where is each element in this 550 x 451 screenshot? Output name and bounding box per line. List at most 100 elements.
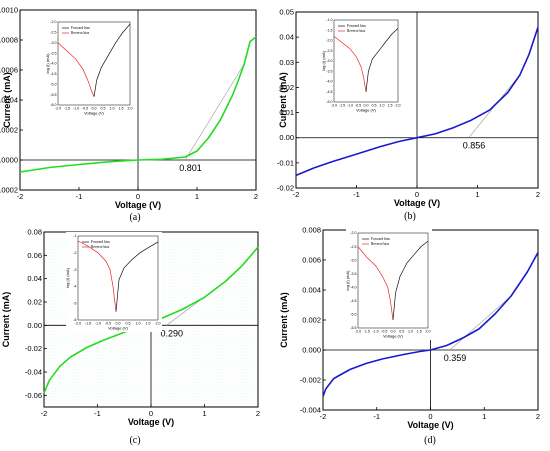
inset-reverse-bias-curve (357, 246, 394, 320)
x-tick-label: 0 (428, 412, 432, 421)
x-axis-label: Voltage (V) (394, 198, 440, 208)
chart-panel-d: -0.004-0.0020.0000.0020.0040.0060.008-2-… (279, 226, 540, 447)
inset-forward-bias-curve (93, 23, 131, 97)
x-tick-label: -2 (293, 190, 300, 199)
inset-reverse-bias-curve (57, 42, 95, 97)
inset-y-tick-label: -4.5 (350, 299, 356, 303)
inset-y-tick-label: -1.5 (326, 28, 332, 32)
threshold-tangent-line (185, 63, 245, 161)
inset-y-tick-label: -2.5 (50, 31, 56, 35)
iv-curve (322, 252, 539, 397)
x-tick-label: 2 (536, 190, 540, 199)
inset-x-tick-label: 0.5 (101, 107, 106, 111)
inset-y-tick-label: -3.5 (350, 272, 356, 276)
y-tick-label: 0.0002 (0, 126, 18, 135)
y-tick-label: 0.01 (279, 108, 294, 117)
inset-y-tick-label: -5.5 (50, 93, 56, 97)
threshold-tangent-line (449, 295, 512, 351)
inset-y-tick-label: -1 (73, 234, 76, 238)
inset-y-tick-label: -3.5 (326, 69, 332, 73)
inset-y-axis-label: log (I) (mA) (321, 50, 326, 71)
inset-y-tick-label: -4.0 (50, 62, 56, 66)
y-tick-label: 0.008 (302, 226, 321, 235)
y-tick-label: 0.006 (302, 256, 321, 265)
y-axis-label: Current (mA) (1, 292, 11, 348)
inset-background (66, 232, 162, 332)
inset-y-axis-label: log (I) (mA) (345, 270, 350, 291)
x-tick-label: -1 (76, 192, 83, 201)
inset-forward-bias-curve (365, 27, 399, 92)
x-tick-label: 1 (475, 190, 479, 199)
x-axis-label: Voltage (V) (407, 420, 453, 430)
x-tick-label: 0 (136, 192, 140, 201)
inset-reverse-bias-curve (77, 240, 117, 312)
inset-y-tick-label: -3.5 (50, 51, 56, 55)
inset-y-tick-label: -5.0 (50, 82, 56, 86)
y-tick-label: -0.01 (277, 158, 294, 167)
inset-x-tick-label: -1.5 (339, 104, 345, 108)
y-tick-label: -0.002 (300, 376, 321, 385)
panel-label: (a) (129, 212, 140, 223)
y-tick-label: 0.0000 (0, 156, 18, 165)
x-axis-label: Voltage (V) (115, 200, 161, 210)
inset-frame (77, 235, 159, 321)
inset-y-tick-label: -4 (73, 285, 76, 289)
chart-panel-b: -0.02-0.010.000.010.020.030.040.05-2 -1 0 1… (277, 8, 540, 223)
inset-reverse-bias-curve (333, 36, 367, 92)
x-tick-label: -2 (320, 412, 327, 421)
inset-x-axis-label: Voltage (V) (383, 334, 403, 339)
inset-y-tick-label: -3.0 (50, 41, 56, 45)
threshold-voltage-label: 0.359 (444, 353, 467, 363)
inset-x-tick-label: -0.5 (381, 330, 387, 334)
x-tick-label: -2 (17, 192, 24, 201)
inset-frame (357, 232, 429, 329)
panel-label: (b) (404, 211, 416, 222)
inset-x-tick-label: -1.0 (347, 104, 353, 108)
y-tick-label: 0.05 (279, 8, 294, 17)
inset-y-tick-label: -2.5 (326, 49, 332, 53)
inset-chart: -2.0 -1.5 -1.0 -0.5 0.0 0.5 1.0 1.5 2.0-1.0-1.5-… (321, 16, 402, 114)
inset-y-tick-label: -5.0 (350, 313, 356, 317)
inset-forward-bias-curve (392, 240, 429, 320)
legend-label-reverse: Reverse bias (91, 245, 110, 249)
inset-y-axis-label: log (I) (mA) (65, 267, 70, 288)
inset-x-tick-label: 0.5 (372, 104, 377, 108)
inset-y-tick-label: -3 (73, 268, 76, 272)
y-tick-label: 0.04 (279, 33, 294, 42)
y-tick-label: 0.0008 (0, 36, 18, 45)
x-axis-label: Voltage (V) (128, 417, 174, 427)
y-tick-label: -0.06 (25, 391, 42, 400)
inset-x-tick-label: -2.0 (55, 107, 61, 111)
inset-y-tick-label: -2.0 (326, 39, 332, 43)
y-axis-label: Current (mA) (278, 72, 288, 128)
inset-chart: -2.0 -1.5 -1.0 -0.5 0.0 0.5 1.0 1.5 2.0-2.0-2.5-… (345, 229, 432, 340)
inset-x-tick-label: 2.0 (396, 104, 401, 108)
y-tick-label: 0.08 (27, 228, 42, 237)
y-tick-label: 0.004 (302, 286, 321, 295)
y-tick-label: 0.02 (27, 298, 42, 307)
x-tick-label: 2 (256, 409, 260, 418)
inset-x-tick-label: 0.5 (399, 330, 404, 334)
inset-y-tick-label: -5 (73, 301, 76, 305)
inset-y-tick-label: -4.0 (350, 285, 356, 289)
inset-y-tick-label: -2.5 (350, 245, 356, 249)
inset-x-tick-label: -1.0 (73, 107, 79, 111)
inset-x-tick-label: -2.0 (331, 104, 337, 108)
x-tick-label: -1 (373, 412, 380, 421)
inset-x-tick-label: -1.0 (372, 330, 378, 334)
inset-background (46, 18, 134, 117)
y-tick-label: 0.00 (279, 133, 294, 142)
y-tick-label: 0.002 (302, 316, 321, 325)
y-tick-label: 0.00 (27, 321, 42, 330)
inset-x-tick-label: 2.0 (156, 322, 161, 326)
y-tick-label: 0.0010 (0, 6, 18, 15)
y-axis-label: Current (mA) (2, 72, 12, 128)
inset-y-tick-label: -4.0 (326, 80, 332, 84)
inset-y-tick-label: -3.0 (350, 258, 356, 262)
threshold-voltage-label: 0.290 (161, 328, 184, 338)
chart-panel-c: -0.06-0.04-0.020.000.020.040.060.08-2 -1 0… (1, 228, 260, 447)
inset-x-tick-label: -1.5 (64, 107, 70, 111)
inset-forward-bias-curve (115, 241, 159, 312)
inset-y-tick-label: -5.0 (326, 100, 332, 104)
